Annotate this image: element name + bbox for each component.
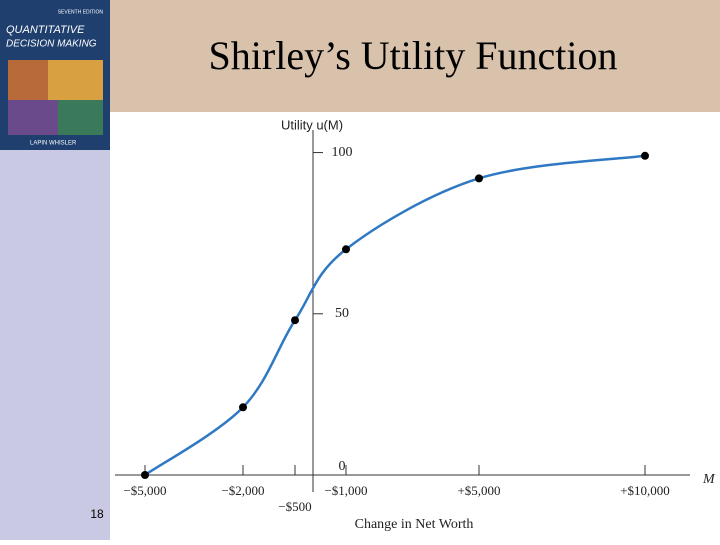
data-point (291, 316, 299, 325)
x-tick-label: +$5,000 (457, 483, 500, 498)
data-point (475, 174, 483, 183)
data-point (141, 471, 149, 479)
title-band (110, 0, 720, 112)
cover-art (58, 100, 103, 135)
chart-title: Shirley’s Utility Function (209, 33, 618, 78)
utility-curve (144, 154, 646, 477)
y-tick-label: 50 (335, 306, 349, 321)
y-tick-label: 100 (332, 145, 353, 160)
slide-number: 18 (90, 507, 104, 521)
cover-subtitle: DECISION MAKING (6, 39, 97, 50)
cover-art (8, 100, 58, 135)
data-point (641, 151, 649, 160)
x-tick-label: −$1,000 (324, 483, 367, 498)
cover-art (48, 60, 103, 100)
x-tick-label: +$10,000 (620, 483, 670, 498)
cover-title: QUANTITATIVE (6, 24, 85, 36)
x-tick-label: −$2,000 (221, 483, 264, 498)
y-tick-label: 0 (339, 459, 346, 474)
x-tick-label: −$5,000 (123, 483, 166, 498)
data-point (342, 245, 350, 254)
cover-edition: SEVENTH EDITION (58, 9, 104, 15)
x-axis-symbol: M (702, 472, 716, 487)
x-axis-label: Change in Net Worth (355, 517, 474, 532)
cover-art (8, 60, 48, 100)
cover-authors: LAPIN WHISLER (30, 141, 77, 147)
data-point (239, 403, 247, 412)
x-tick-label: −$500 (278, 499, 311, 514)
y-axis-label: Utility u(M) (281, 117, 343, 132)
book-cover: SEVENTH EDITION QUANTITATIVE DECISION MA… (0, 0, 110, 150)
